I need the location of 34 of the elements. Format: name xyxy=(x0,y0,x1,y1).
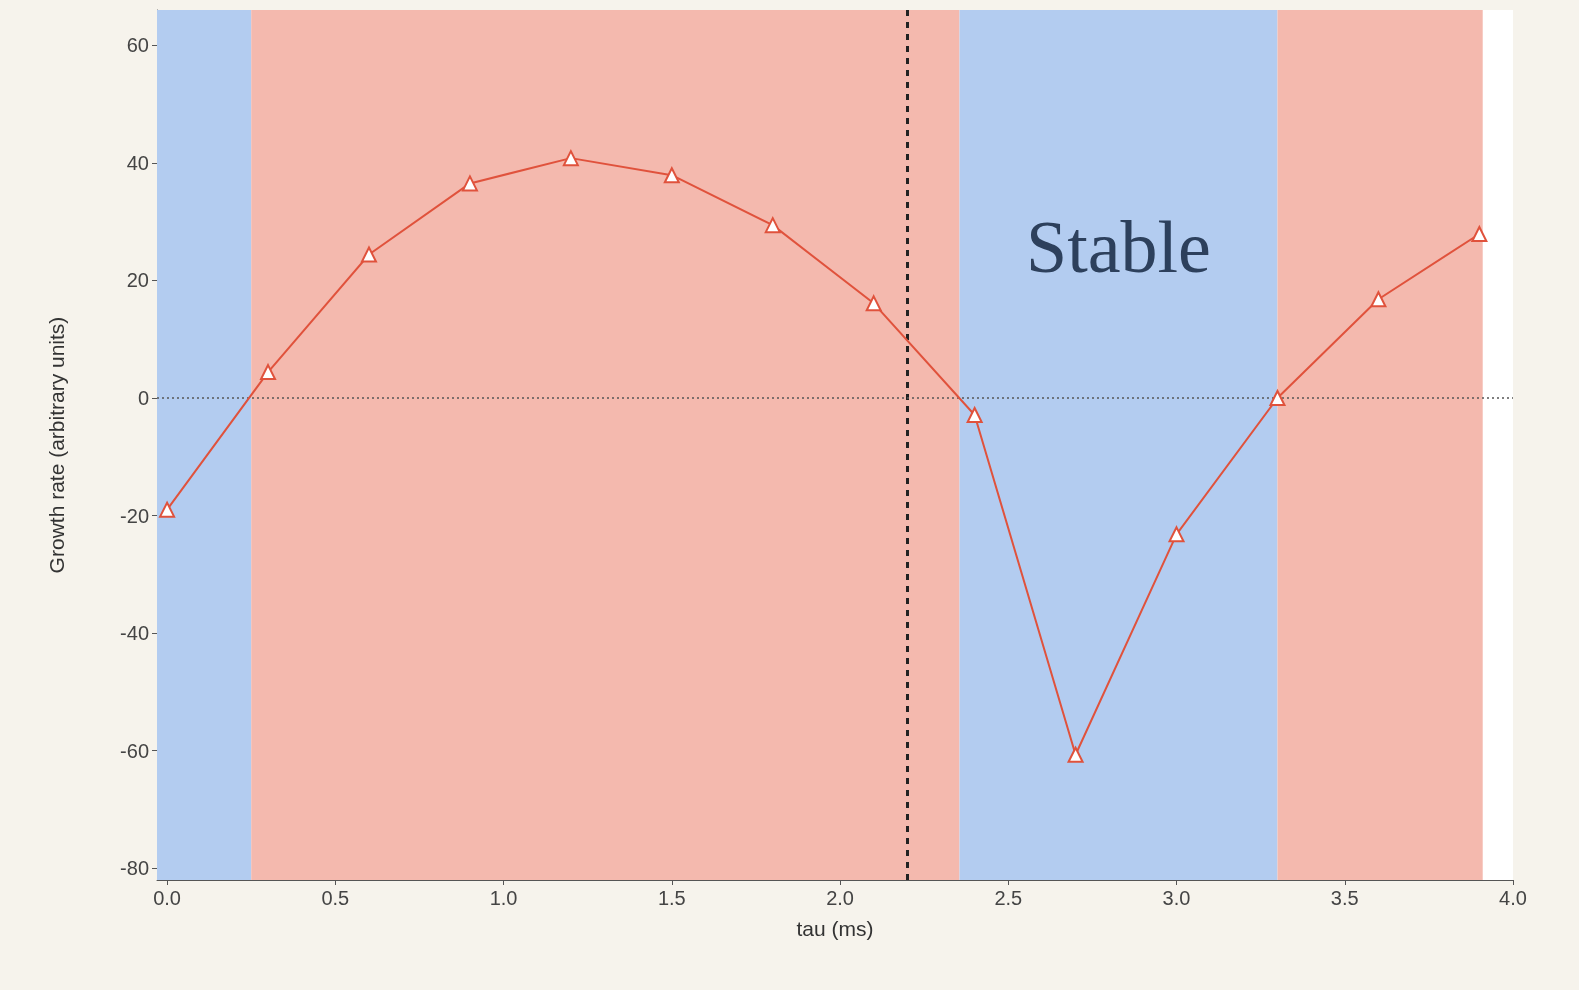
x-tick-label: 0.5 xyxy=(321,887,350,909)
point xyxy=(1168,526,1185,543)
y-tick-label: -60 xyxy=(120,739,149,762)
x-tick-label: 1.0 xyxy=(489,887,518,909)
y-axis-title: Growth rate (arbitrary units) xyxy=(45,316,68,574)
x-axis-title: tau (ms) xyxy=(796,917,874,940)
point xyxy=(764,217,781,234)
point xyxy=(360,246,377,263)
y-tick-label: 60 xyxy=(126,34,149,57)
point xyxy=(966,407,983,424)
point xyxy=(159,501,176,518)
point xyxy=(260,364,277,381)
point xyxy=(562,150,579,167)
point xyxy=(663,167,680,184)
point xyxy=(1471,225,1488,242)
x-tick-label: 4.0 xyxy=(1499,887,1527,909)
x-tick-label: 3.5 xyxy=(1330,887,1359,909)
y-tick-label: -20 xyxy=(120,504,149,527)
x-tick-label: 1.5 xyxy=(657,887,686,909)
x-tick-label: 2.5 xyxy=(994,887,1023,909)
point xyxy=(1269,389,1286,406)
y-tick-label: 0 xyxy=(137,386,149,409)
y-tick-label: -40 xyxy=(120,622,149,645)
x-tick-label: 0.0 xyxy=(153,887,181,909)
band-label: Stable xyxy=(1026,206,1211,288)
point xyxy=(865,295,882,312)
y-tick-label: 20 xyxy=(126,269,149,292)
point xyxy=(461,175,478,192)
x-tick-label: 3.0 xyxy=(1162,887,1191,909)
y-tick-label: -80 xyxy=(120,857,149,880)
point xyxy=(1067,746,1084,763)
x-tick-label: 2.0 xyxy=(826,887,854,909)
point xyxy=(1370,291,1387,308)
y-tick-label: 40 xyxy=(126,151,149,174)
